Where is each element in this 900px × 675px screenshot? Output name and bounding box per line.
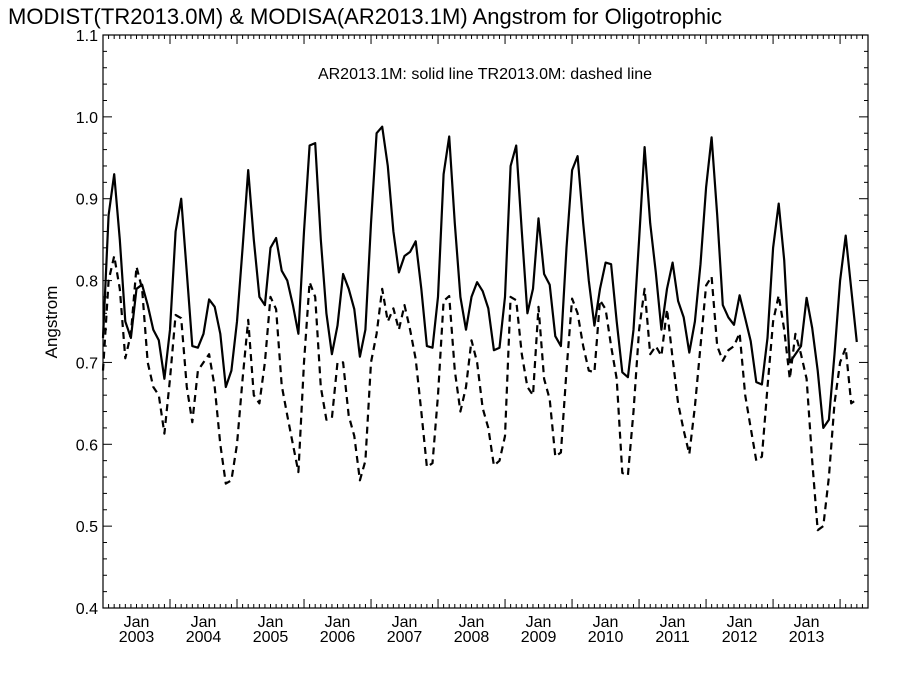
y-tick-label: 0.9 [76,192,98,209]
x-tick-year-label: 2009 [521,629,557,646]
y-tick-label: 1.0 [76,110,98,127]
series-line-dashed [101,254,858,532]
y-tick-label: 0.8 [76,274,98,291]
x-tick-year-label: 2007 [387,629,423,646]
x-tick-month-label: Jan [392,614,418,631]
y-tick-label: 0.4 [76,601,98,618]
x-tick-year-label: 2013 [789,629,825,646]
y-tick-label: 0.6 [76,437,98,454]
chart-title: MODIST(TR2013.0M) & MODISA(AR2013.1M) An… [8,4,722,29]
x-tick-month-label: Jan [325,614,351,631]
axis-ticks [102,34,869,609]
y-tick-labels: 0.4 0.5 0.6 0.7 0.8 0.9 1.0 1.1 [76,28,98,618]
x-tick-year-label: 2006 [320,629,356,646]
y-tick-label: 0.5 [76,519,98,536]
x-tick-month-label: Jan [727,614,753,631]
x-tick-year-label: 2003 [119,629,155,646]
y-tick-label: 0.7 [76,355,98,372]
x-tick-month-label: Jan [794,614,820,631]
x-tick-month-label: Jan [459,614,485,631]
y-tick-label: 1.1 [76,28,98,45]
y-axis-label: Angstrom [42,286,61,359]
series-line-solid [101,125,858,429]
x-tick-month-label: Jan [660,614,686,631]
plot-frame [102,34,869,609]
x-tick-month-label: Jan [258,614,284,631]
x-tick-year-label: 2004 [186,629,222,646]
x-tick-month-label: Jan [124,614,150,631]
x-tick-month-label: Jan [191,614,217,631]
line-style-annotation: AR2013.1M: solid line TR2013.0M: dashed … [318,66,652,83]
x-tick-labels: Jan2003Jan2004Jan2005Jan2006Jan2007Jan20… [119,614,825,646]
x-tick-year-label: 2008 [454,629,490,646]
x-tick-month-label: Jan [593,614,619,631]
x-tick-year-label: 2010 [588,629,624,646]
x-tick-month-label: Jan [526,614,552,631]
x-tick-year-label: 2012 [722,629,758,646]
x-tick-year-label: 2011 [655,629,690,646]
series-layer [101,125,858,532]
x-tick-year-label: 2005 [253,629,289,646]
